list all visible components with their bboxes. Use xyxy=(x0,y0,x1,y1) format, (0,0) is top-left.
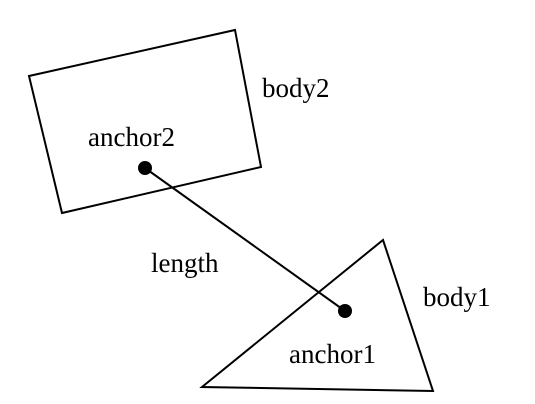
length-label: length xyxy=(151,248,219,278)
body2-rectangle xyxy=(27,28,263,215)
body1-label: body1 xyxy=(423,282,491,312)
body2-label: body2 xyxy=(262,73,330,103)
anchor2-label: anchor2 xyxy=(88,122,175,152)
anchor1-label: anchor1 xyxy=(289,339,376,369)
anchor2-point xyxy=(138,161,152,175)
anchor1-point xyxy=(338,304,352,318)
length-line xyxy=(144,167,346,312)
body1-triangle xyxy=(199,238,435,393)
